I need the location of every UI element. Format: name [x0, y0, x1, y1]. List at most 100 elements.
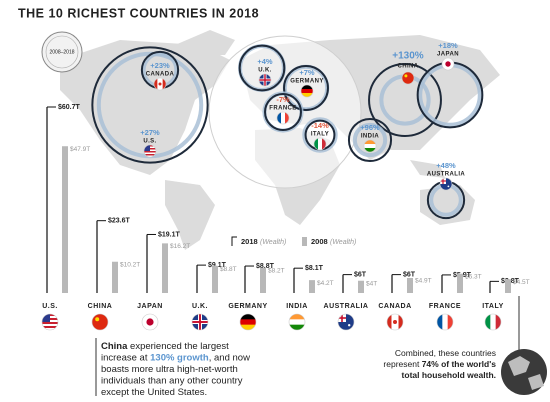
flag-part — [404, 74, 408, 78]
map-country-label: INDIA — [361, 134, 380, 140]
x-tick-label: U.K. — [192, 303, 208, 310]
flag — [338, 314, 354, 330]
x-tick-label: FRANCE — [429, 303, 461, 310]
flag-part — [318, 138, 323, 150]
map-country-label: FRANCE — [269, 106, 296, 112]
flag-border — [439, 177, 453, 191]
note-text: increase at — [101, 352, 150, 363]
flag — [485, 314, 501, 330]
flag-part — [42, 322, 58, 324]
map-country-label: GERMANY — [290, 79, 323, 85]
bubble-2018 — [238, 44, 286, 92]
flag-border — [239, 313, 257, 331]
flag-part — [277, 112, 282, 124]
flag-part — [442, 178, 444, 184]
note-text: 74% of the world's — [422, 359, 497, 369]
period: 2008–2018 — [49, 49, 74, 55]
flag — [154, 78, 166, 90]
flag-part — [447, 314, 453, 330]
flag-part — [158, 82, 162, 86]
x-tick-label: JAPAN — [137, 303, 163, 310]
x-tick-label: INDIA — [286, 303, 308, 310]
flag-part — [95, 317, 100, 322]
x-tick-label: CANADA — [378, 303, 411, 310]
flag-part — [240, 314, 256, 320]
flag — [314, 138, 326, 150]
legend: 2018 (Wealth) 2008 (Wealth) — [231, 236, 356, 246]
flag-part — [364, 148, 376, 152]
value-label-2008: $10.2T — [120, 261, 140, 268]
flag-border — [337, 313, 355, 331]
map-country-label: CHINA — [398, 64, 419, 70]
note-text: Combined, these countries — [395, 348, 496, 358]
value-label-2018: $6T — [354, 271, 367, 278]
value-label-2018: $6T — [403, 271, 416, 278]
legend-label: 2008 — [311, 237, 328, 246]
flag-border — [401, 71, 415, 85]
flag-part — [289, 314, 305, 320]
flag-part — [289, 324, 305, 330]
map-country-label: AUSTRALIA — [427, 172, 466, 178]
legend-note: (Wealth) — [330, 239, 356, 246]
flag-part — [393, 320, 397, 324]
flag — [437, 314, 453, 330]
bar-2008 — [309, 280, 315, 293]
bar-2008 — [407, 277, 413, 293]
flag — [364, 140, 376, 152]
flag-part — [285, 112, 289, 124]
flag-part — [281, 112, 286, 124]
flag — [387, 314, 403, 330]
growth-label: +23% — [150, 61, 170, 70]
badge — [41, 31, 83, 73]
x-tick-label: CHINA — [88, 303, 113, 310]
flag-part — [240, 319, 256, 325]
map-country-label: U.S. — [143, 139, 156, 145]
note-text: boasts more ultra high-net-worth — [101, 364, 238, 375]
globe-land — [508, 356, 544, 390]
growth-label: +96% — [360, 123, 380, 132]
legend-label: 2018 — [241, 237, 258, 246]
bubble-2018 — [368, 63, 442, 137]
land — [165, 180, 215, 250]
note-text: China — [101, 341, 128, 352]
flag-part — [442, 314, 448, 330]
period-badge: 2008–2018 — [41, 31, 83, 73]
value-label-2018: $8.8T — [256, 263, 275, 270]
flag-border — [313, 137, 327, 151]
legend-swatch — [302, 237, 307, 246]
value-label-2008: $8.8T — [220, 266, 237, 273]
bars: $60.7T $47.9T U.S. $23.6T $10.2T CHINA $19.1T $… — [42, 104, 529, 310]
flag — [42, 314, 58, 330]
legend-swatch — [231, 236, 237, 246]
x-tick-label: U.S. — [42, 303, 58, 310]
bar-2008 — [112, 261, 118, 293]
map-country-label: U.K. — [258, 68, 272, 74]
note-text: represent — [383, 359, 421, 369]
growth-label: +18% — [438, 41, 458, 50]
flag — [192, 314, 208, 330]
bubble-2008 — [302, 117, 338, 153]
magnifier — [208, 35, 362, 189]
value-label-2008: $4.9T — [415, 278, 432, 285]
flag-part — [314, 138, 319, 150]
flag-part — [301, 89, 313, 94]
flag-part — [154, 78, 158, 90]
flag — [402, 72, 414, 84]
flag-border — [276, 111, 290, 125]
flag — [289, 314, 305, 330]
flag-border — [141, 313, 159, 331]
flag-border — [153, 77, 167, 91]
value-label-2008: $47.9T — [70, 146, 90, 153]
flag-part — [364, 140, 376, 145]
value-label-2018: $60.7T — [58, 104, 81, 111]
flag-part — [490, 314, 496, 330]
value-label-2008: $4.5T — [513, 279, 530, 286]
map-country-label: ITALY — [311, 132, 329, 138]
value-label-2018: $19.1T — [158, 231, 181, 238]
growth-label: +7% — [299, 68, 315, 77]
flag-border — [484, 313, 502, 331]
total-note: Combined, these countries represent 74% o… — [383, 348, 496, 380]
flag-part — [199, 314, 201, 330]
flag-border — [258, 73, 272, 87]
